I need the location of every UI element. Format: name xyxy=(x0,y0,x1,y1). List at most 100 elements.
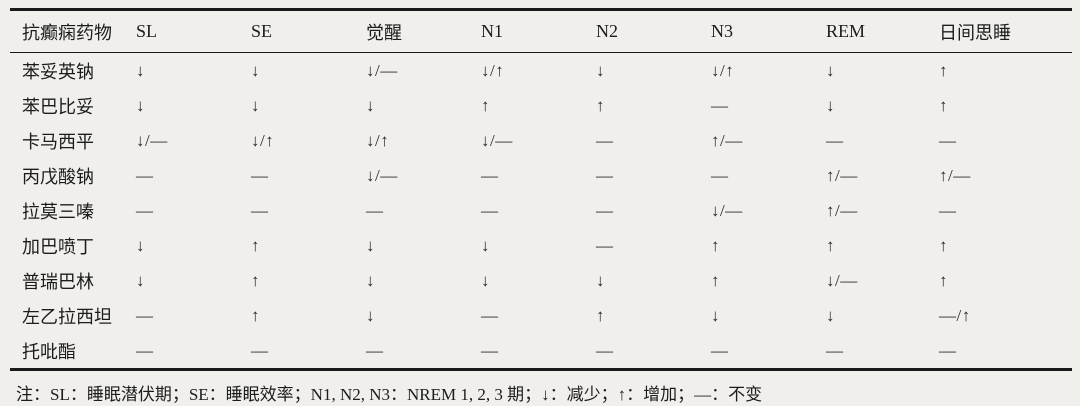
effect-cell: — xyxy=(366,200,384,220)
table-row: 苯妥英钠 ↓ ↓ ↓/— ↓/↑ ↓ ↓/↑ ↓ ↑ xyxy=(10,53,1072,89)
effect-cell: ↑ xyxy=(251,270,260,290)
effect-cell: ↓/— xyxy=(826,270,858,290)
effect-cell: — xyxy=(939,200,957,220)
effect-cell: ↓/— xyxy=(136,130,168,150)
column-header: REM xyxy=(826,21,866,41)
effect-cell: — xyxy=(826,130,844,150)
table-row: 左乙拉西坦 — ↑ ↓ — ↑ ↓ ↓ —/↑ xyxy=(10,298,1072,333)
effect-cell: — xyxy=(136,200,154,220)
effect-cell: ↑ xyxy=(939,95,948,115)
effect-cell: — xyxy=(711,165,729,185)
drug-name-cell: 加巴喷丁 xyxy=(22,236,94,257)
effect-cell: ↓/↑ xyxy=(711,60,735,80)
effect-cell: ↓ xyxy=(481,270,490,290)
effect-cell: — xyxy=(711,340,729,360)
effect-cell: — xyxy=(481,200,499,220)
effect-cell: ↓/— xyxy=(711,200,743,220)
column-header: N3 xyxy=(711,21,733,41)
effect-cell: ↑ xyxy=(251,305,260,325)
effect-cell: ↓ xyxy=(251,60,260,80)
drug-name-cell: 托吡酯 xyxy=(22,341,76,362)
effect-cell: ↑/— xyxy=(826,165,858,185)
effect-cell: ↓/↑ xyxy=(251,130,275,150)
drug-name-cell: 苯巴比妥 xyxy=(22,96,94,117)
effect-cell: ↑ xyxy=(596,305,605,325)
effect-cell: ↓ xyxy=(596,270,605,290)
table-row: 苯巴比妥 ↓ ↓ ↓ ↑ ↑ — ↓ ↑ xyxy=(10,88,1072,123)
effect-cell: ↑/— xyxy=(711,130,743,150)
aed-sleep-effects-table-container: 抗癫痫药物 SL SE 觉醒 N1 N2 N3 REM 日间思睡 苯妥英钠 ↓ ↓ ↓/— ↓/↑ ↓ ↓/… xyxy=(10,8,1072,371)
effect-cell: — xyxy=(481,340,499,360)
effect-cell: ↓ xyxy=(366,95,375,115)
drug-name-cell: 拉莫三嗪 xyxy=(22,201,94,222)
column-header: SE xyxy=(251,21,273,41)
table-row: 卡马西平 ↓/— ↓/↑ ↓/↑ ↓/— — ↑/— — — xyxy=(10,123,1072,158)
effect-cell: — xyxy=(596,200,614,220)
column-header: SL xyxy=(136,21,158,41)
effect-cell: ↓ xyxy=(826,95,835,115)
effect-cell: ↓/↑ xyxy=(481,60,505,80)
effect-cell: ↓ xyxy=(596,60,605,80)
table-row: 托吡酯 — — — — — — — — xyxy=(10,333,1072,370)
effect-cell: ↓/— xyxy=(481,130,513,150)
effect-cell: ↓ xyxy=(826,60,835,80)
table-row: 加巴喷丁 ↓ ↑ ↓ ↓ — ↑ ↑ ↑ xyxy=(10,228,1072,263)
effect-cell: —/↑ xyxy=(939,305,971,325)
effect-cell: ↓ xyxy=(366,235,375,255)
effect-cell: ↑ xyxy=(939,270,948,290)
effect-cell: ↑ xyxy=(711,235,720,255)
table-body: 苯妥英钠 ↓ ↓ ↓/— ↓/↑ ↓ ↓/↑ ↓ ↑ 苯巴比妥 ↓ ↓ ↓ ↑ ↑ — ↓ ↑ 卡马西平 ↓/— ↓/↑… xyxy=(10,53,1072,370)
effect-cell: — xyxy=(826,340,844,360)
effect-cell: — xyxy=(596,340,614,360)
effect-cell: ↓/↑ xyxy=(366,130,390,150)
effect-cell: ↑ xyxy=(481,95,490,115)
effect-cell: — xyxy=(136,340,154,360)
effect-cell: ↑ xyxy=(251,235,260,255)
aed-sleep-effects-table: 抗癫痫药物 SL SE 觉醒 N1 N2 N3 REM 日间思睡 苯妥英钠 ↓ ↓ ↓/— ↓/↑ ↓ ↓/… xyxy=(10,8,1072,371)
column-header: 日间思睡 xyxy=(939,22,1011,43)
drug-name-cell: 苯妥英钠 xyxy=(22,61,94,82)
effect-cell: ↓ xyxy=(711,305,720,325)
table-row: 丙戊酸钠 — — ↓/— — — — ↑/— ↑/— xyxy=(10,158,1072,193)
effect-cell: — xyxy=(711,95,729,115)
effect-cell: ↓/— xyxy=(366,165,398,185)
effect-cell: — xyxy=(939,130,957,150)
column-header: N2 xyxy=(596,21,618,41)
effect-cell: ↑/— xyxy=(826,200,858,220)
effect-cell: ↑ xyxy=(826,235,835,255)
effect-cell: — xyxy=(596,235,614,255)
effect-cell: ↓ xyxy=(136,95,145,115)
table-footnote: 注：SL：睡眠潜伏期；SE：睡眠效率；N1, N2, N3：NREM 1, 2,… xyxy=(16,385,763,404)
drug-name-cell: 丙戊酸钠 xyxy=(22,166,94,187)
effect-cell: ↑ xyxy=(939,60,948,80)
drug-name-cell: 左乙拉西坦 xyxy=(22,306,112,327)
effect-cell: — xyxy=(366,340,384,360)
effect-cell: ↓/— xyxy=(366,60,398,80)
effect-cell: ↑ xyxy=(596,95,605,115)
effect-cell: — xyxy=(481,165,499,185)
effect-cell: ↓ xyxy=(481,235,490,255)
effect-cell: — xyxy=(251,340,269,360)
effect-cell: ↑ xyxy=(939,235,948,255)
column-header: 觉醒 xyxy=(366,22,402,43)
column-header-drug: 抗癫痫药物 xyxy=(22,22,112,43)
effect-cell: — xyxy=(136,305,154,325)
effect-cell: — xyxy=(251,200,269,220)
effect-cell: ↓ xyxy=(136,235,145,255)
effect-cell: — xyxy=(596,130,614,150)
effect-cell: ↑/— xyxy=(939,165,971,185)
effect-cell: ↓ xyxy=(136,60,145,80)
effect-cell: ↓ xyxy=(366,305,375,325)
drug-name-cell: 普瑞巴林 xyxy=(22,271,94,292)
effect-cell: — xyxy=(251,165,269,185)
drug-name-cell: 卡马西平 xyxy=(22,131,94,152)
table-row: 普瑞巴林 ↓ ↑ ↓ ↓ ↓ ↑ ↓/— ↑ xyxy=(10,263,1072,298)
column-header: N1 xyxy=(481,21,503,41)
effect-cell: ↓ xyxy=(251,95,260,115)
effect-cell: — xyxy=(481,305,499,325)
effect-cell: — xyxy=(136,165,154,185)
table-row: 拉莫三嗪 — — — — — ↓/— ↑/— — xyxy=(10,193,1072,228)
table-header-row: 抗癫痫药物 SL SE 觉醒 N1 N2 N3 REM 日间思睡 xyxy=(10,10,1072,53)
effect-cell: — xyxy=(596,165,614,185)
effect-cell: — xyxy=(939,340,957,360)
